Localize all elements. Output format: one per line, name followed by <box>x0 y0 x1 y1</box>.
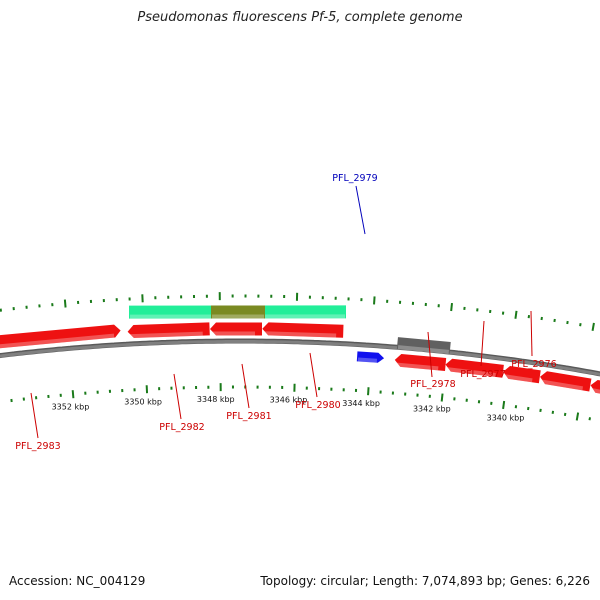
leader-line <box>309 352 318 398</box>
cds-pfl-2982 <box>127 322 210 339</box>
ruler-major-tick <box>575 412 580 421</box>
ruler-major-tick <box>502 400 506 410</box>
leader-line <box>480 320 485 367</box>
cds-pfl-2976-a <box>503 365 541 384</box>
genome-backbone <box>0 338 600 377</box>
rna-pfl-2979 <box>356 351 385 363</box>
ruler-tick-label: 3352 kbp <box>52 402 90 411</box>
gene-label: PFL_2982 <box>159 422 204 433</box>
ruler-tick-label: 3340 kbp <box>487 413 525 422</box>
cds-pfl-2983 <box>0 324 121 350</box>
cds-pfl-2978 <box>394 353 447 371</box>
gene-label: PFL_2977 <box>460 369 505 380</box>
leader-line <box>241 363 250 409</box>
gene-label: PFL_2976 <box>511 359 556 370</box>
genome-title: Pseudomonas fluorescens Pf-5, complete g… <box>137 10 463 25</box>
pseudo-feature-bar <box>396 337 451 354</box>
cds-pfl-2975 <box>590 379 600 396</box>
ruler-lower <box>0 292 595 332</box>
leader-line <box>173 373 182 420</box>
gene-features <box>0 305 600 396</box>
leader-line <box>530 310 533 357</box>
backbone-line <box>0 340 600 376</box>
gene-label: PFL_2978 <box>410 379 455 390</box>
ruler-major-tick <box>373 296 376 305</box>
ruler-minor-tick <box>579 323 582 327</box>
ruler-tick-label: 3342 kbp <box>413 405 451 414</box>
ruler-tick-labels: 3352 kbp 3350 kbp 3348 kbp 3346 kbp 3344 kbp… <box>52 395 525 422</box>
gene-label: PFL_2983 <box>15 441 60 452</box>
gene-label: PFL_2981 <box>226 411 271 422</box>
ruler-tick-label: 3344 kbp <box>342 399 380 408</box>
leader-line <box>427 331 433 378</box>
cds-pfl-2976-b <box>539 371 592 392</box>
label-leaders <box>30 185 533 439</box>
ruler-major-tick <box>450 302 453 312</box>
gene-label: PFL_2979 <box>332 173 377 184</box>
ruler-minor-tick <box>588 417 591 421</box>
leader-line <box>355 185 366 235</box>
gene-label: PFL_2980 <box>295 400 340 411</box>
gene-labels: PFL_2983 PFL_2982 PFL_2981 PFL_2980 PFL_2979… <box>15 173 556 452</box>
genome-summary-text: Topology: circular; Length: 7,074,893 bp… <box>260 574 590 588</box>
cds-pfl-2977 <box>445 358 504 378</box>
accession-text: Accession: NC_004129 <box>9 574 146 588</box>
ruler-major-tick <box>514 310 518 319</box>
ruler-tick-label: 3350 kbp <box>124 397 162 406</box>
ruler-major-tick <box>591 322 595 332</box>
ruler-major-tick <box>367 387 370 396</box>
ruler-major-tick <box>71 390 75 399</box>
ruler-major-tick <box>440 393 444 402</box>
leader-line <box>30 392 39 439</box>
ruler-minor-tick <box>563 412 567 417</box>
cds-pfl-2981 <box>210 322 263 336</box>
ruler-upper <box>10 383 591 421</box>
ruler-tick-label: 3346 kbp <box>270 396 308 405</box>
ruler-major-tick <box>63 299 67 308</box>
ruler-tick-label: 3348 kbp <box>197 395 235 404</box>
cds-pfl-2980 <box>262 322 344 338</box>
overlap-feature-bar <box>210 305 266 319</box>
